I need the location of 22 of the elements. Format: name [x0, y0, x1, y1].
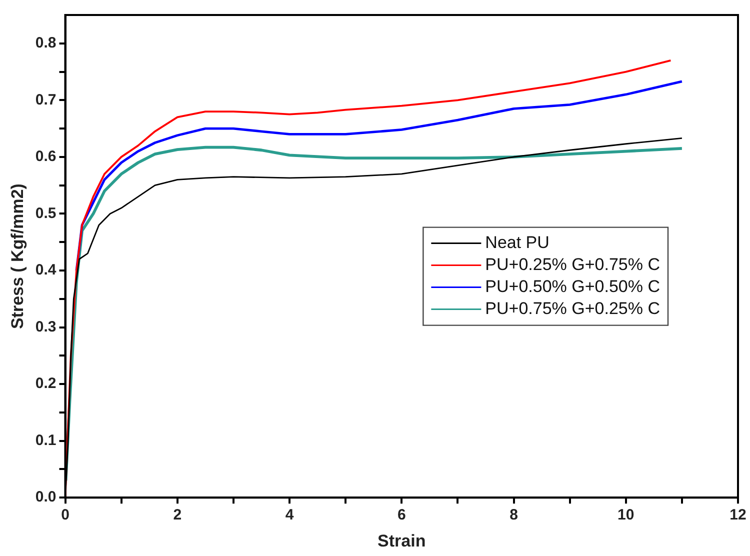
x-tick-label: 4: [285, 506, 294, 524]
x-tick-label: 10: [618, 506, 634, 524]
y-axis-title: Stress ( Kgf/mm2): [8, 184, 27, 330]
y-tick-label: 0.5: [35, 204, 56, 222]
y-tick-label: 0.7: [35, 91, 56, 108]
legend-label: PU+0.25% G+0.75% C: [485, 254, 660, 274]
x-axis-title: Strain: [378, 531, 426, 550]
y-tick-label: 0.2: [35, 375, 56, 392]
y-tick-label: 0.6: [35, 148, 56, 166]
y-tick-label: 0.4: [35, 262, 57, 279]
x-tick-label: 12: [730, 506, 746, 524]
legend-label: Neat PU: [485, 232, 550, 252]
y-tick-label: 0.8: [35, 34, 56, 52]
legend-label: PU+0.75% G+0.25% C: [485, 298, 660, 318]
y-tick-label: 0.3: [35, 318, 56, 336]
x-tick-label: 2: [173, 506, 182, 524]
y-tick-label: 0.0: [35, 488, 56, 506]
y-tick-label: 0.1: [35, 432, 56, 449]
x-tick-label: 6: [397, 506, 406, 524]
x-tick-label: 8: [510, 506, 518, 524]
legend-label: PU+0.50% G+0.50% C: [485, 276, 660, 296]
x-tick-label: 0: [61, 506, 70, 524]
